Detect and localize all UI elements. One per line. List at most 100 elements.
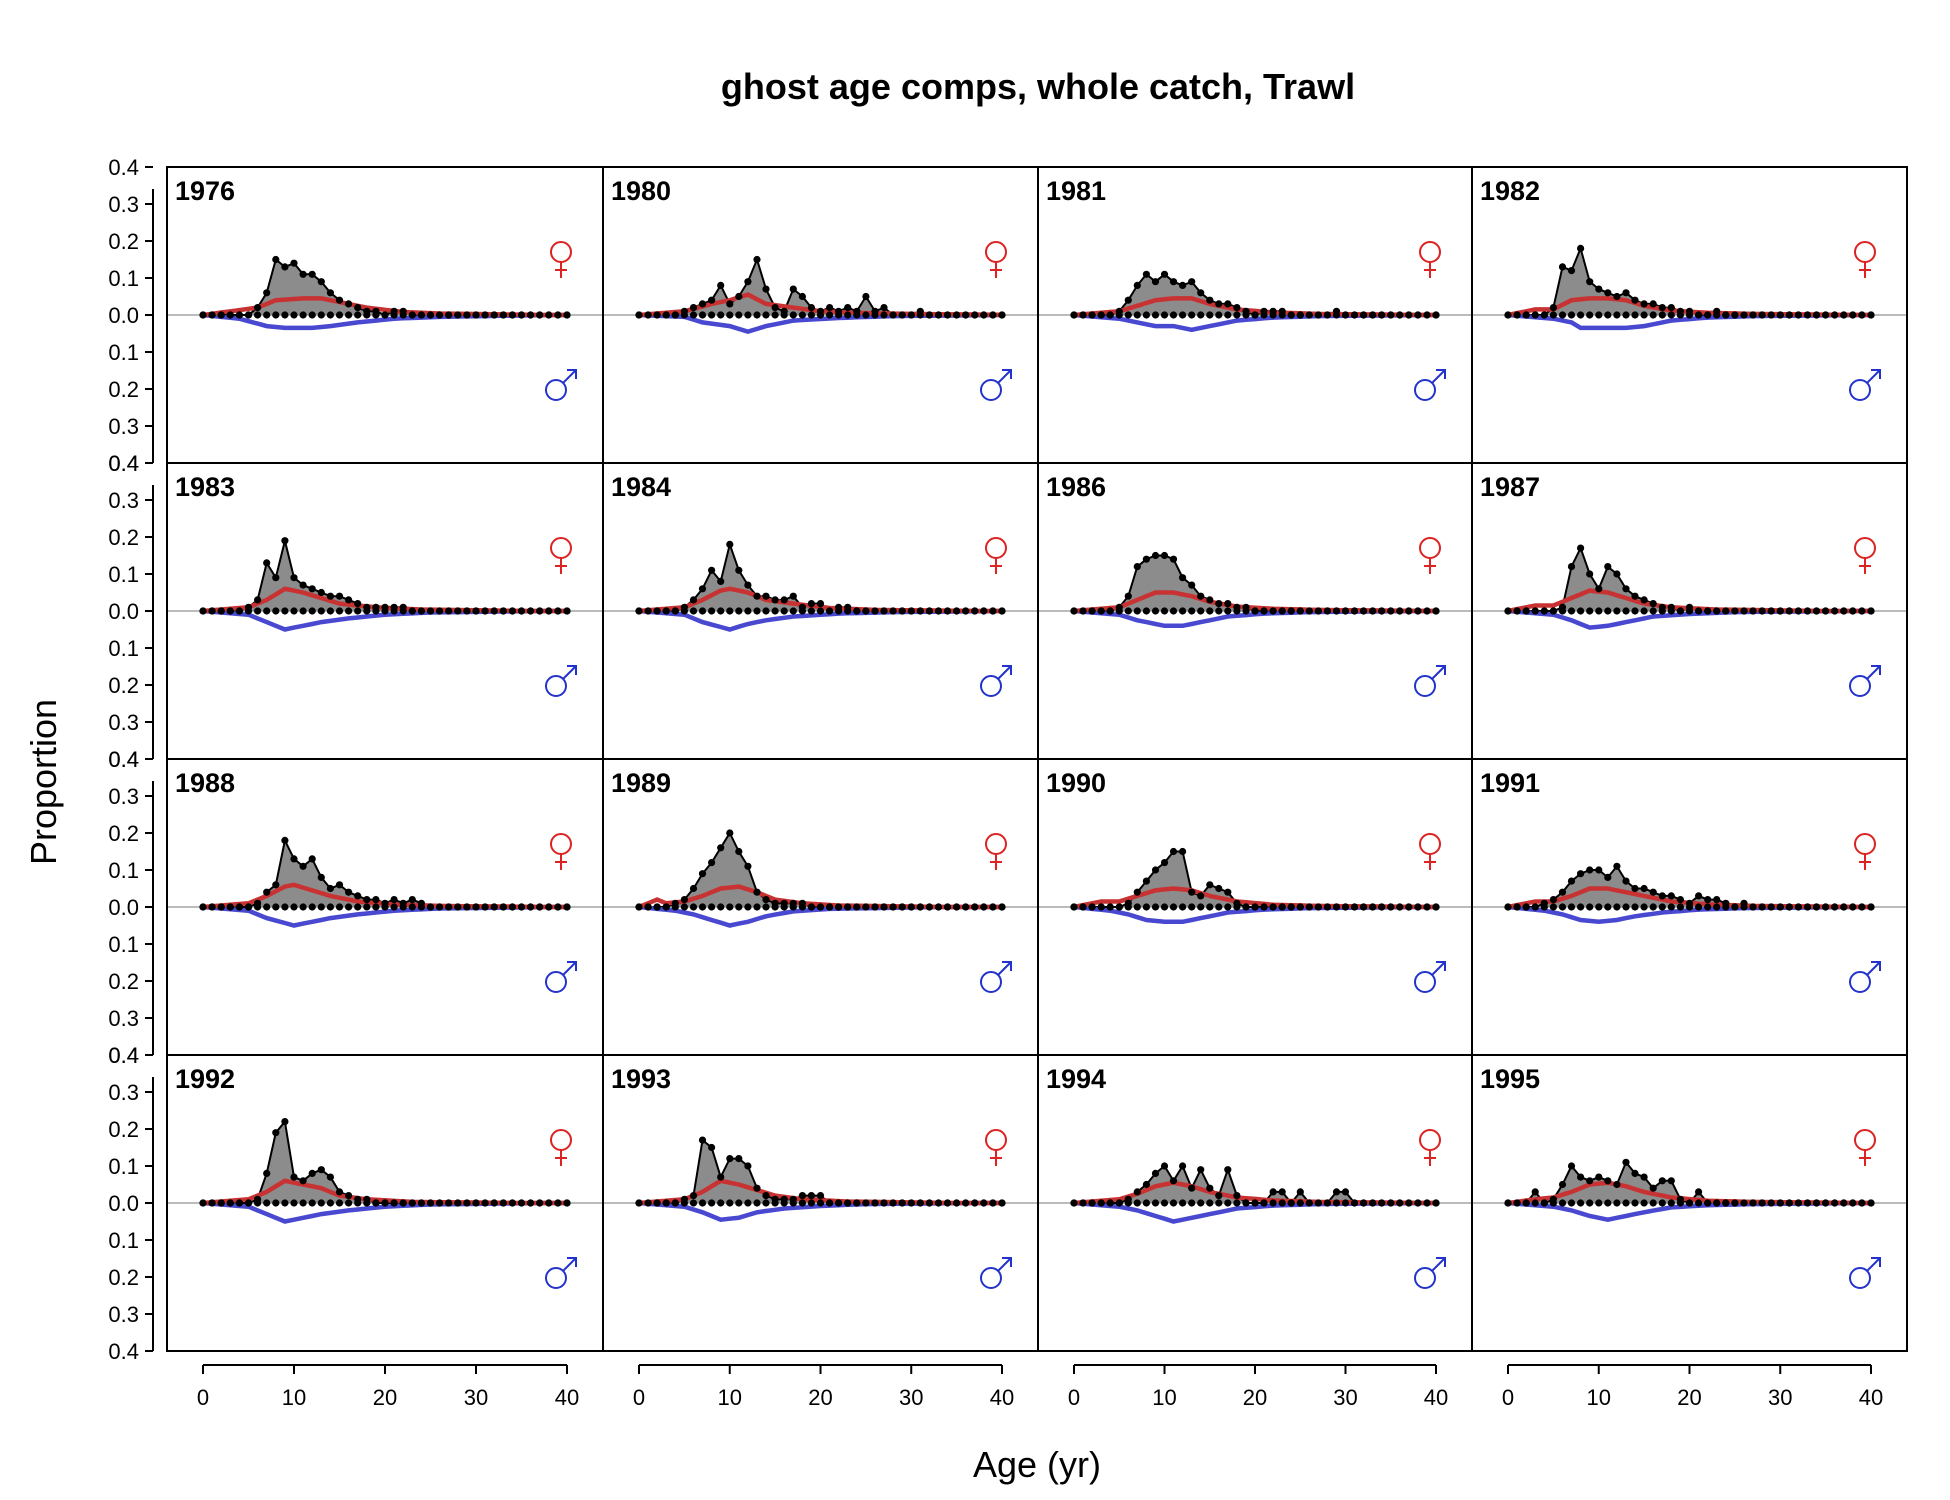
y-tick-label: 0.2 xyxy=(108,821,139,846)
male-observed-point xyxy=(789,903,797,911)
observed-point xyxy=(689,1192,698,1200)
y-tick-label: 0.3 xyxy=(108,784,139,809)
male-observed-point xyxy=(345,1199,353,1207)
observed-point xyxy=(345,888,353,896)
male-observed-point xyxy=(771,1199,779,1207)
x-tick-label: 20 xyxy=(808,1385,832,1410)
observed-point xyxy=(254,304,262,312)
y-tick-label: 0.3 xyxy=(108,192,139,217)
observed-point xyxy=(1558,1180,1567,1189)
male-observed-point xyxy=(907,311,915,319)
observed-point xyxy=(744,278,752,286)
male-observed-point xyxy=(1160,903,1169,911)
male-symbol-icon xyxy=(1414,1267,1436,1289)
male-observed-point xyxy=(1378,903,1386,911)
male-observed-point xyxy=(1305,903,1313,911)
male-observed-point xyxy=(826,311,834,319)
male-observed-point xyxy=(335,903,344,911)
male-observed-point xyxy=(1215,1199,1223,1207)
male-observed-point xyxy=(1423,311,1431,319)
male-observed-point xyxy=(1549,1199,1557,1207)
female-symbol-icon xyxy=(985,241,1007,263)
observed-point xyxy=(1160,551,1169,560)
male-observed-point xyxy=(1242,903,1250,911)
male-observed-point xyxy=(1794,903,1802,911)
observed-point xyxy=(1169,278,1178,286)
male-observed-point xyxy=(1432,311,1440,319)
male-observed-point xyxy=(299,607,307,615)
panel-1992: 1992 xyxy=(166,1054,604,1352)
male-symbol-icon xyxy=(545,379,567,401)
observed-point xyxy=(1631,296,1639,304)
male-observed-point xyxy=(1695,607,1703,615)
male-observed-point xyxy=(1287,1199,1295,1207)
panel-year-label: 1987 xyxy=(1480,472,1540,502)
male-observed-point xyxy=(717,903,725,911)
observed-point xyxy=(1631,884,1639,893)
male-observed-point xyxy=(1803,311,1812,319)
male-observed-point xyxy=(1350,1199,1359,1207)
male-observed-point xyxy=(1423,607,1431,615)
observed-point xyxy=(326,289,334,297)
male-symbol-arrowhead xyxy=(1436,1257,1446,1267)
male-observed-point xyxy=(1577,311,1585,319)
male-observed-point xyxy=(235,607,243,615)
male-observed-point xyxy=(698,903,707,911)
female-symbol-icon xyxy=(1854,241,1876,263)
male-observed-point xyxy=(989,311,997,319)
male-observed-point xyxy=(1776,607,1784,615)
male-observed-point xyxy=(1378,1199,1386,1207)
observed-point xyxy=(1224,1166,1232,1174)
x-tick-label: 0 xyxy=(197,1385,209,1410)
male-observed-point xyxy=(554,1199,562,1207)
female-symbol-icon xyxy=(550,833,572,855)
observed-area xyxy=(203,840,567,907)
male-observed-point xyxy=(381,311,389,319)
male-observed-point xyxy=(1649,903,1657,911)
y-tick-label: 0.0 xyxy=(108,303,139,328)
male-observed-point xyxy=(1722,311,1730,319)
male-observed-point xyxy=(780,1199,788,1207)
male-observed-point xyxy=(490,311,498,319)
male-observed-point xyxy=(1079,1199,1087,1207)
observed-point xyxy=(844,304,852,312)
male-observed-point xyxy=(308,1199,316,1207)
male-observed-point xyxy=(1405,311,1413,319)
observed-point xyxy=(345,1192,353,1200)
male-observed-point xyxy=(1233,311,1241,319)
male-symbol-arrow xyxy=(1431,369,1446,384)
male-observed-point xyxy=(481,1199,489,1207)
male-observed-point xyxy=(417,903,425,911)
observed-point xyxy=(1631,592,1639,600)
male-observed-point xyxy=(326,607,334,615)
male-observed-point xyxy=(789,311,797,319)
male-observed-point xyxy=(1740,607,1748,615)
male-observed-point xyxy=(953,903,961,911)
male-observed-point xyxy=(281,1199,289,1207)
observed-point xyxy=(1142,1180,1150,1189)
male-observed-point xyxy=(1179,311,1187,319)
x-axis-title: Age (yr) xyxy=(973,1444,1101,1485)
observed-point xyxy=(689,884,698,893)
female-symbol-icon xyxy=(550,1129,572,1151)
male-observed-point xyxy=(835,1199,843,1207)
male-observed-point xyxy=(1504,903,1512,911)
male-observed-point xyxy=(1740,311,1748,319)
male-observed-point xyxy=(490,903,498,911)
observed-point xyxy=(1278,1188,1286,1196)
male-observed-point xyxy=(871,311,879,319)
male-observed-point xyxy=(844,903,852,911)
male-observed-point xyxy=(235,1199,243,1207)
male-observed-point xyxy=(1658,1199,1666,1207)
panel-year-label: 1995 xyxy=(1480,1064,1540,1094)
observed-point xyxy=(1567,267,1576,275)
male-observed-point xyxy=(925,1199,934,1207)
male-observed-point xyxy=(807,903,816,911)
observed-point xyxy=(744,1162,752,1170)
male-observed-point xyxy=(1115,311,1123,319)
male-observed-point xyxy=(1097,1199,1105,1207)
observed-area xyxy=(1074,555,1436,611)
male-symbol-arrow xyxy=(562,369,577,384)
observed-point xyxy=(1197,892,1205,900)
x-tick-label: 30 xyxy=(464,1385,488,1410)
